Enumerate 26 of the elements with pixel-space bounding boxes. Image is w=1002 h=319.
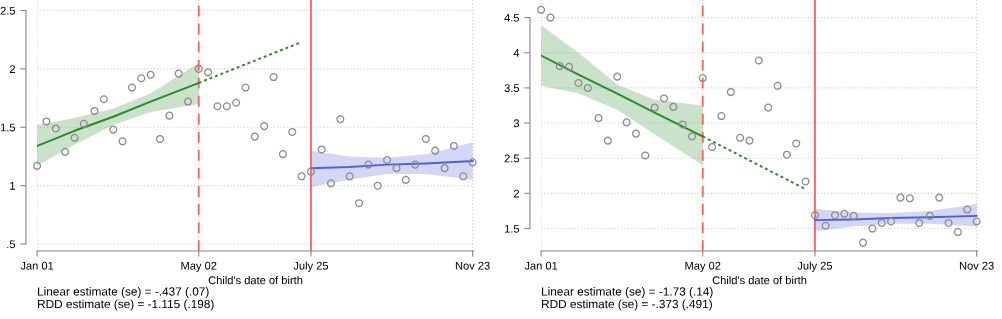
x-tick-label: July 25 (293, 261, 329, 272)
y-tick-label: .5 (7, 240, 16, 249)
x-tick-label: Nov 23 (455, 261, 490, 270)
x-tick-label: May 02 (181, 261, 217, 272)
y-tick-label: 1.5 (504, 224, 520, 233)
y-tick-label: 4 (513, 49, 520, 57)
text: Linear estimate (se) = -1.73 (.14) (542, 286, 713, 298)
y-tick-label: 1.5 (0, 123, 16, 132)
x-tick-label: Jan 01 (20, 261, 54, 270)
text: RDD estimate (se) = -.373 (.491) (542, 299, 712, 311)
x-tick-label: May 02 (685, 261, 721, 272)
x-axis-title: Child's date of birth (208, 275, 303, 285)
x-axis-title: Child's date of birth (712, 275, 807, 285)
x-tick-label: Nov 23 (959, 261, 994, 270)
y-tick-label: 2 (513, 189, 519, 198)
y-tick-label: 3 (513, 119, 520, 128)
y-tick-label: 2.5 (0, 6, 16, 15)
text: RDD estimate (se) = -1.115 (.198) (38, 299, 214, 311)
y-tick-label: 2 (9, 65, 15, 73)
x-tick-label: Jan 01 (524, 261, 558, 270)
y-tick-label: 4.5 (504, 13, 520, 22)
x-tick-label: July 25 (797, 261, 833, 272)
text: Linear estimate (se) = -.437 (.07) (38, 286, 209, 298)
y-tick-label: 2.5 (504, 154, 520, 163)
y-tick-label: 1 (10, 182, 15, 190)
y-tick-label: 3.5 (504, 84, 520, 93)
